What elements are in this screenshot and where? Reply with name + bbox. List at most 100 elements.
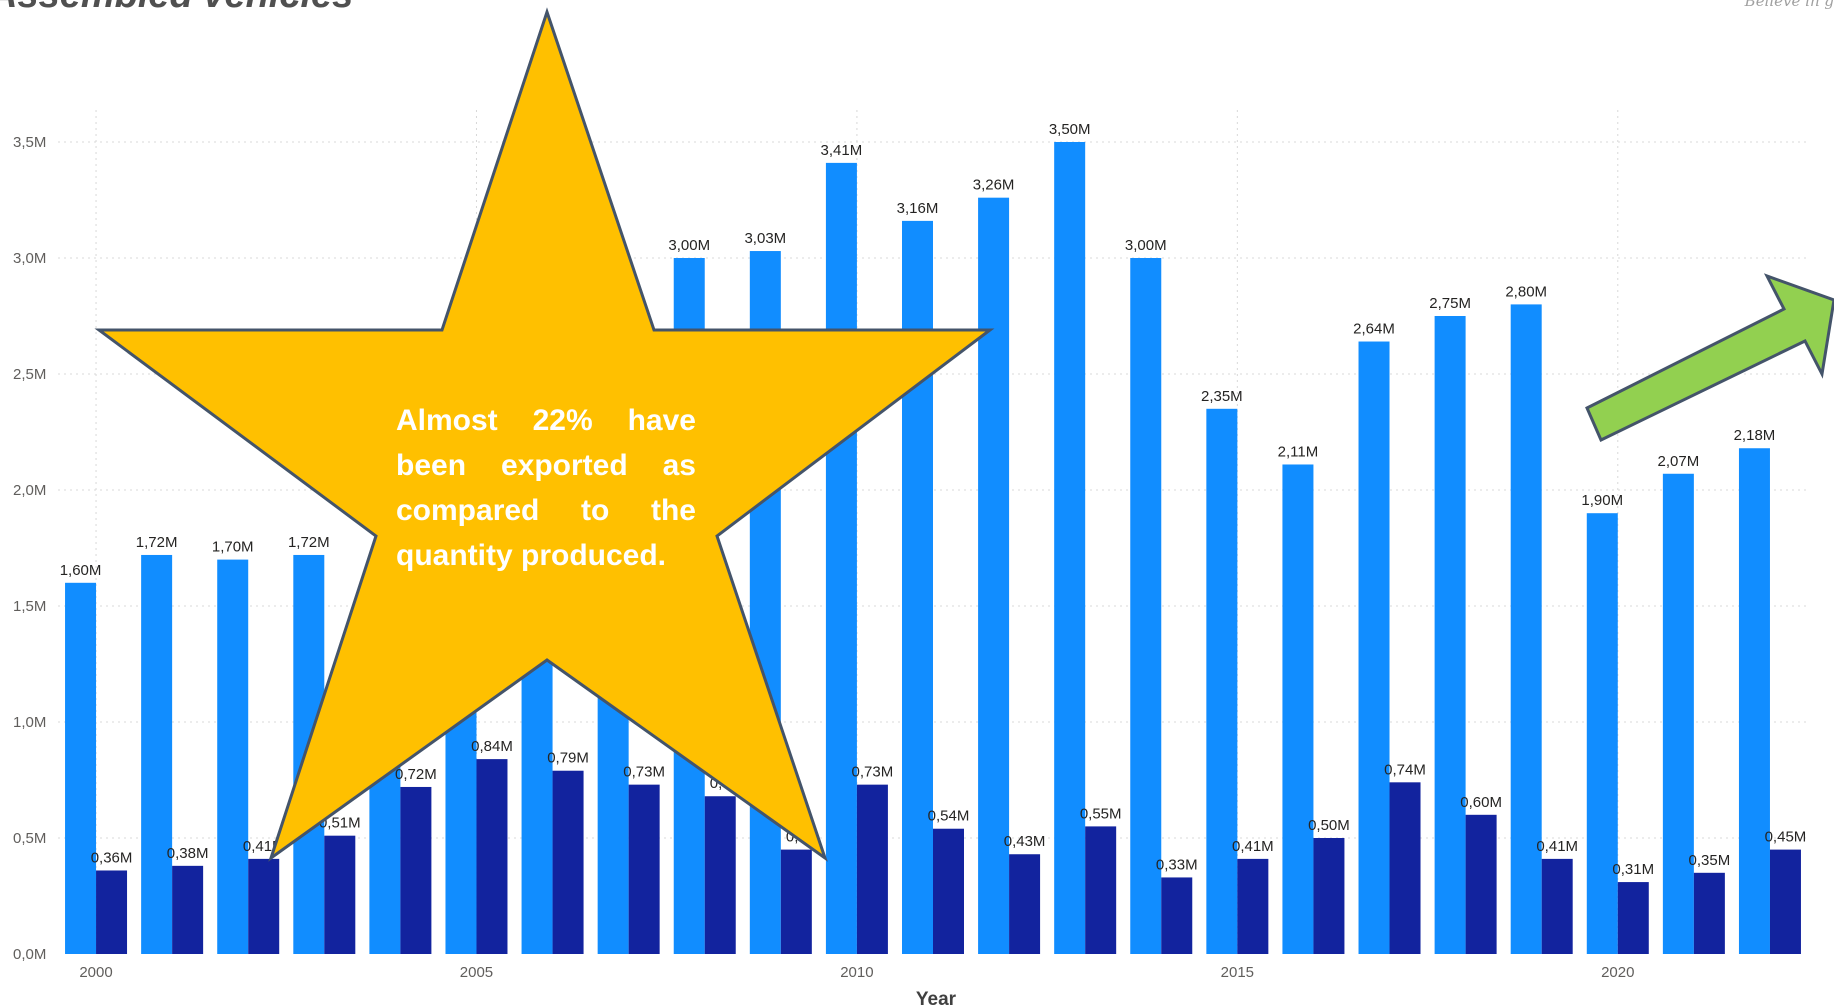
y-tick-label: 2,5M — [13, 366, 46, 383]
data-label: 0,74M — [1384, 761, 1426, 778]
bar-series-1 — [1586, 513, 1618, 954]
data-label: 0,41M — [1232, 838, 1274, 855]
x-tick-label: 2015 — [1221, 964, 1254, 981]
bar-series-2 — [324, 835, 356, 954]
bar-series-1 — [1130, 258, 1162, 954]
data-label: 0,41M — [1536, 838, 1578, 855]
bar-series-2 — [1313, 838, 1345, 954]
data-label: 0,38M — [167, 845, 209, 862]
bar-series-1 — [1054, 142, 1086, 954]
data-label: 0,33M — [1156, 856, 1198, 873]
data-label: 2,75M — [1429, 295, 1471, 312]
bar-series-2 — [856, 784, 888, 954]
bar-series-1 — [1662, 473, 1694, 954]
data-label: 3,26M — [973, 177, 1015, 194]
data-label: 0,31M — [1612, 861, 1654, 878]
bar-series-1 — [217, 559, 249, 954]
data-label: 3,16M — [897, 200, 939, 217]
bar-series-1 — [65, 582, 97, 954]
data-label: 0,84M — [471, 738, 513, 755]
brand-tagline: Believe in g — [1744, 0, 1834, 10]
data-label: 3,41M — [821, 142, 863, 159]
data-label: 2,07M — [1658, 453, 1700, 470]
bar-series-2 — [400, 786, 432, 954]
data-label: 1,70M — [212, 539, 254, 556]
bar-series-2 — [552, 770, 584, 954]
chart-title: Assembled vehicles — [0, 0, 353, 17]
y-tick-label: 3,5M — [13, 134, 46, 151]
bar-series-1 — [825, 162, 857, 954]
data-label: 0,73M — [623, 764, 665, 781]
data-label: 1,72M — [288, 534, 330, 551]
bar-series-2 — [1161, 877, 1193, 954]
data-label: 2,35M — [1201, 388, 1243, 405]
bar-series-2 — [933, 828, 964, 954]
y-tick-label: 1,5M — [13, 598, 46, 615]
callout-text: Almost 22% have been exported as compare… — [396, 404, 696, 572]
data-label: 1,60M — [60, 562, 102, 579]
bar-series-1 — [141, 554, 173, 954]
bar-series-2 — [628, 784, 660, 954]
data-label: 0,72M — [395, 766, 437, 783]
bar-series-1 — [1358, 341, 1390, 954]
y-tick-label: 3,0M — [13, 250, 46, 267]
x-axis-ticks: 2000 2005 2010 2015 2020 — [79, 964, 1634, 981]
data-label: 2,11M — [1278, 443, 1319, 460]
data-label: 0,50M — [1308, 817, 1350, 834]
bar-series-2 — [1541, 858, 1573, 954]
bar-series-1 — [1434, 316, 1466, 954]
data-labels: 1,60M 1,72M 1,70M 1,72M 3,00M 3,03M 3,41M 3,16M… — [60, 121, 1807, 878]
x-tick-label: 2010 — [840, 964, 873, 981]
bar-series-2 — [1693, 872, 1725, 954]
bar-series-1 — [1510, 304, 1542, 954]
data-label: 2,80M — [1505, 283, 1547, 300]
bar-series-1 — [1282, 464, 1314, 954]
bar-series-2 — [1009, 854, 1041, 954]
data-label: 2,18M — [1734, 427, 1776, 444]
data-label: 0,79M — [547, 750, 589, 767]
bar-series-2 — [1465, 814, 1497, 954]
x-tick-label: 2000 — [79, 964, 112, 981]
data-label: 0,51M — [319, 815, 361, 832]
x-tick-label: 2005 — [460, 964, 493, 981]
data-label: 1,90M — [1581, 492, 1623, 509]
data-label: 3,00M — [1125, 237, 1167, 254]
y-tick-label: 0,0M — [13, 946, 46, 963]
bar-series-1 — [1206, 408, 1238, 954]
star-callout-shape — [94, 7, 995, 862]
data-label: 0,45M — [1765, 829, 1807, 846]
y-tick-label: 1,0M — [13, 714, 46, 731]
bar-series-2 — [1617, 882, 1649, 954]
bar-series-2 — [476, 759, 508, 954]
data-label: 0,43M — [1004, 833, 1046, 850]
bar-series-1 — [978, 197, 1010, 954]
data-label: 0,60M — [1460, 794, 1502, 811]
data-label: 3,50M — [1049, 121, 1091, 138]
data-label: 0,73M — [852, 764, 894, 781]
bar-series-2 — [172, 865, 204, 954]
bar-series-2 — [1085, 826, 1117, 954]
data-label: 1,72M — [136, 534, 178, 551]
y-tick-label: 0,5M — [13, 830, 46, 847]
data-label: 0,55M — [1080, 805, 1122, 822]
data-label: 2,64M — [1353, 321, 1395, 338]
bar-series-2 — [96, 870, 128, 954]
bar-series-1 — [1738, 448, 1770, 954]
data-label: 0,54M — [928, 808, 970, 825]
data-label: 0,35M — [1689, 852, 1731, 869]
annotation-overlay — [94, 7, 1834, 862]
y-axis-ticks: 0,0M 0,5M 1,0M 1,5M 2,0M 2,5M 3,0M 3,5M — [13, 134, 46, 963]
data-label: 3,03M — [744, 230, 786, 247]
bar-series-2 — [704, 796, 736, 954]
y-tick-label: 2,0M — [13, 482, 46, 499]
x-axis-title: Year — [916, 989, 957, 1008]
x-tick-label: 2020 — [1601, 964, 1634, 981]
trend-arrow-icon — [1585, 273, 1834, 443]
bar-series-2 — [1389, 782, 1421, 954]
bar-series-2 — [248, 858, 280, 954]
data-label: 0,36M — [91, 849, 133, 866]
data-label: 3,00M — [668, 237, 710, 254]
bar-series-2 — [780, 849, 812, 954]
